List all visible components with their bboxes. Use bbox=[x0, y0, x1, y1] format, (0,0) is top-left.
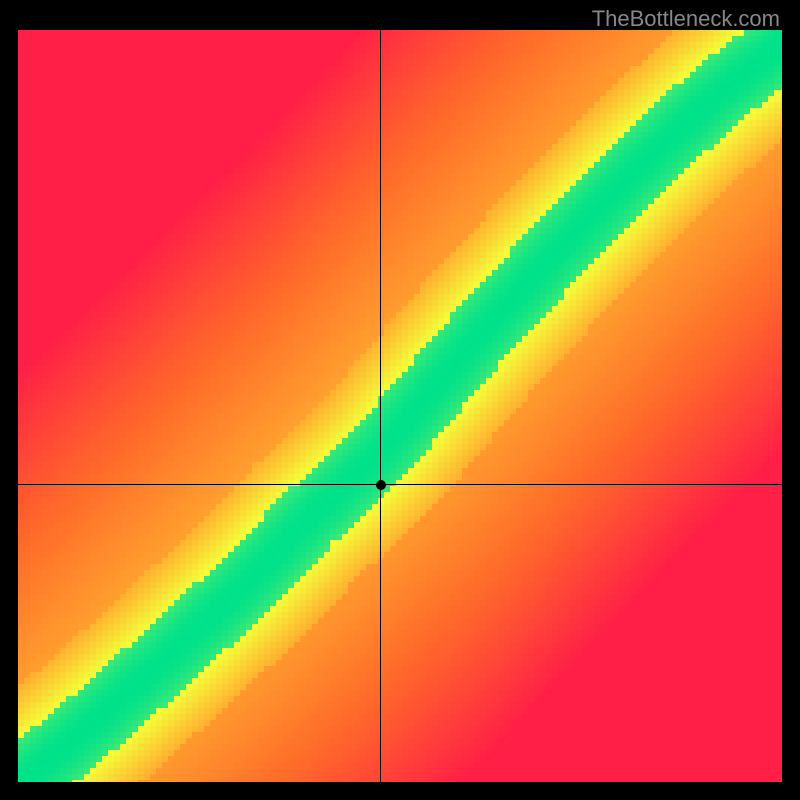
heatmap-canvas bbox=[18, 30, 782, 782]
crosshair-marker bbox=[376, 480, 386, 490]
crosshair-vertical bbox=[380, 30, 381, 782]
crosshair-horizontal bbox=[18, 484, 782, 485]
watermark-text: TheBottleneck.com bbox=[592, 6, 780, 32]
plot-area bbox=[18, 30, 782, 782]
